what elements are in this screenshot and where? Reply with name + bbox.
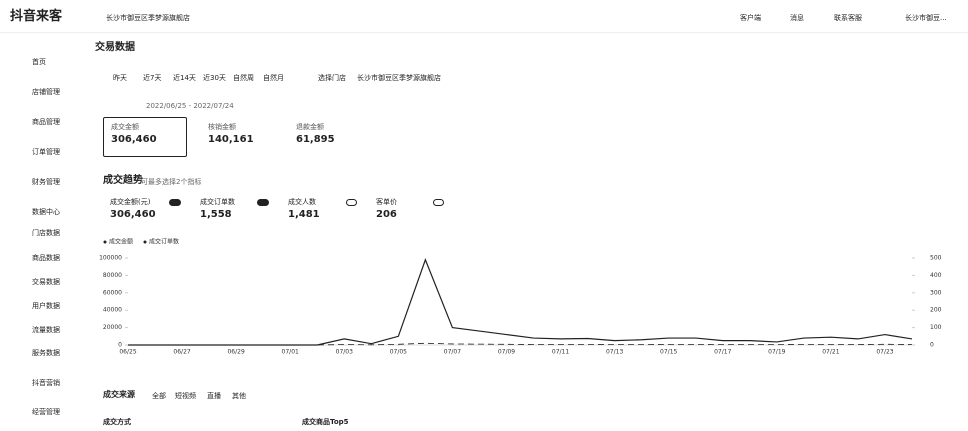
metric-value: 1,481 (288, 209, 320, 220)
card-label: 退款金额 (296, 123, 324, 131)
y2-tick-label: 200 (930, 307, 942, 314)
header-link[interactable]: 客户端 (740, 14, 761, 22)
source-tab[interactable]: 全部 (152, 392, 166, 400)
nav-item[interactable]: 商品管理 (32, 118, 60, 126)
store-label: 选择门店 (318, 74, 346, 82)
logo[interactable]: 抖音来客 (10, 9, 63, 24)
y2-tick-label: 500 (930, 255, 942, 262)
x-tick-label: 07/09 (498, 349, 515, 356)
x-tick-label: 07/15 (660, 349, 677, 356)
series-line (128, 342, 913, 346)
source-tab[interactable]: 其他 (232, 392, 246, 400)
x-tick-label: 07/23 (876, 349, 893, 356)
nav-sub-item[interactable]: 流量数据 (32, 326, 60, 334)
y2-tick-label: 400 (930, 272, 942, 279)
filter[interactable]: 近14天 (173, 74, 196, 82)
store-name: 长沙市御豆区季梦源旗舰店 (106, 14, 190, 22)
y-tick-label: 60000 (103, 289, 122, 296)
x-tick-label: 06/25 (119, 349, 136, 356)
filter[interactable]: 自然月 (263, 74, 284, 82)
filter[interactable]: 近30天 (203, 74, 226, 82)
nav-sub-item[interactable]: 门店数据 (32, 229, 60, 237)
x-tick-label: 07/21 (822, 349, 839, 356)
nav-item[interactable]: 店铺管理 (32, 88, 60, 96)
x-tick-label: 07/19 (768, 349, 785, 356)
x-tick-label: 07/13 (606, 349, 623, 356)
x-tick-label: 07/07 (444, 349, 461, 356)
header-link[interactable]: 联系客服 (834, 14, 862, 22)
metric-toggle[interactable] (346, 199, 357, 206)
account[interactable]: 长沙市御豆... (905, 14, 947, 22)
legend-label: 成交订单数 (149, 238, 179, 246)
source-tab[interactable]: 直播 (207, 392, 221, 400)
nav-item[interactable]: 经营管理 (32, 408, 60, 416)
card-value: 61,895 (296, 134, 335, 145)
metric-label: 成交订单数 (200, 198, 235, 206)
trend-title: 成交趋势 (103, 175, 143, 186)
nav-item[interactable]: 财务管理 (32, 178, 60, 186)
nav-sub-item[interactable]: 交易数据 (32, 278, 60, 286)
legend-dot (143, 240, 147, 244)
card-label: 核销金额 (208, 123, 236, 131)
x-tick-label: 07/11 (552, 349, 569, 356)
metric-label: 客单价 (376, 198, 397, 206)
x-tick-label: 07/17 (714, 349, 731, 356)
x-tick-label: 06/27 (173, 349, 190, 356)
header-link[interactable]: 消息 (790, 14, 804, 22)
x-tick-label: 07/05 (390, 349, 407, 356)
metric-toggle[interactable] (257, 199, 269, 206)
nav-item[interactable]: 抖音营销 (32, 379, 60, 387)
trend-subtitle: 可最多选择2个指标 (141, 178, 202, 186)
filter[interactable]: 昨天 (113, 74, 127, 82)
y-tick-label: 40000 (103, 307, 122, 314)
legend-dot (103, 240, 107, 244)
metric-value: 1,558 (200, 209, 232, 220)
legend-label: 成交金额 (109, 238, 133, 246)
nav-sub-item[interactable]: 服务数据 (32, 349, 60, 357)
method-title: 成交方式 (103, 418, 131, 426)
nav-item[interactable]: 数据中心 (32, 208, 60, 216)
source-tab[interactable]: 短视频 (175, 392, 196, 400)
y2-tick-label: 0 (930, 342, 934, 349)
top-title: 成交商品Top5 (302, 418, 349, 426)
y-tick-label: 20000 (103, 324, 122, 331)
date-range[interactable]: 2022/06/25 - 2022/07/24 (146, 102, 234, 110)
sidebar: 首页店铺管理商品管理订单管理财务管理数据中心门店数据商品数据交易数据用户数据流量… (0, 32, 92, 431)
nav-sub-item[interactable]: 用户数据 (32, 302, 60, 310)
card-value: 306,460 (111, 134, 157, 145)
y-tick-label: 100000 (99, 255, 122, 262)
metric-toggle[interactable] (169, 199, 181, 206)
header: 抖音来客 长沙市御豆区季梦源旗舰店 客户端 消息 联系客服 长沙市御豆... (0, 0, 968, 33)
nav-sub-item[interactable]: 商品数据 (32, 254, 60, 262)
filter[interactable]: 自然周 (233, 74, 254, 82)
nav-item[interactable]: 首页 (32, 58, 46, 66)
metric-label: 成交人数 (288, 198, 316, 206)
nav-item[interactable]: 订单管理 (32, 148, 60, 156)
filter[interactable]: 近7天 (143, 74, 162, 82)
series-line (128, 258, 913, 346)
x-tick-label: 06/29 (227, 349, 244, 356)
metric-label: 成交金额(元) (110, 198, 151, 206)
metric-value: 306,460 (110, 209, 156, 220)
y2-tick-label: 100 (930, 324, 942, 331)
page-title: 交易数据 (95, 42, 135, 53)
x-tick-label: 07/03 (336, 349, 353, 356)
y-tick-label: 0 (118, 342, 122, 349)
metric-toggle[interactable] (433, 199, 444, 206)
card-value: 140,161 (208, 134, 254, 145)
card-box[interactable] (103, 117, 187, 157)
card-label: 成交金额 (111, 123, 139, 131)
x-tick-label: 07/01 (282, 349, 299, 356)
source-title: 成交来源 (103, 390, 135, 399)
store-select[interactable]: 长沙市御豆区季梦源旗舰店 (357, 74, 441, 82)
metric-value: 206 (376, 209, 397, 220)
y2-tick-label: 300 (930, 289, 942, 296)
y-tick-label: 80000 (103, 272, 122, 279)
